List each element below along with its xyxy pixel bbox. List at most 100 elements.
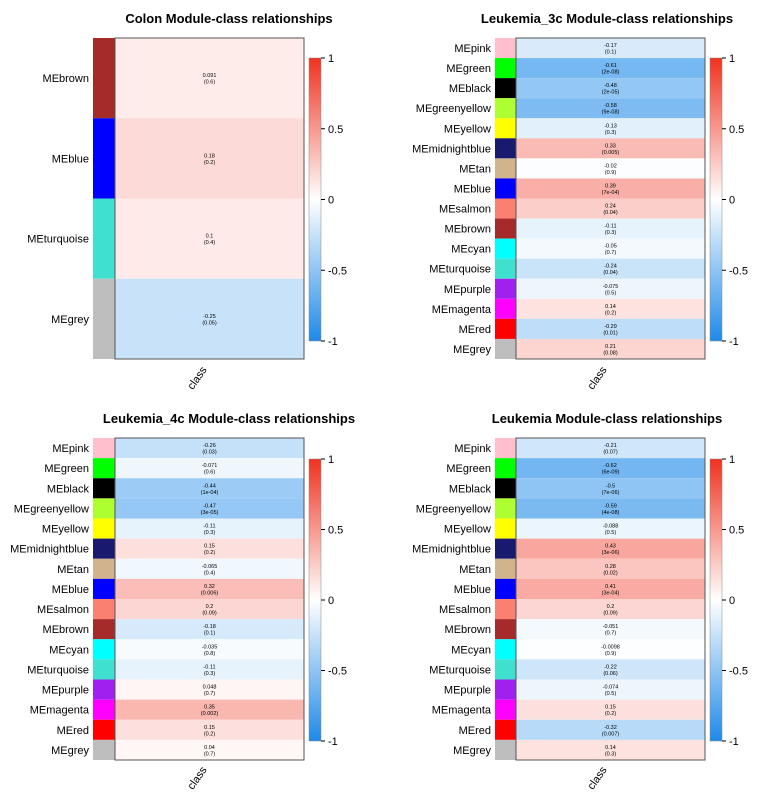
heatmap-cell bbox=[516, 158, 705, 179]
module-swatch bbox=[495, 158, 516, 179]
colorbar-tick-label: -0.5 bbox=[328, 666, 347, 678]
row-label: MEturquoise bbox=[27, 664, 89, 676]
colorbar bbox=[709, 57, 723, 342]
row-label: MEgreen bbox=[446, 63, 491, 75]
cell-pvalue: (0.5) bbox=[605, 290, 616, 296]
colorbar-tick-label: 1 bbox=[328, 53, 334, 65]
cell-pvalue: (0.08) bbox=[603, 350, 618, 356]
heatmap-cell bbox=[516, 578, 705, 599]
module-swatch bbox=[93, 599, 115, 620]
cell-pvalue: (3e-04) bbox=[602, 590, 620, 596]
module-swatch bbox=[495, 659, 516, 680]
x-axis-label: class bbox=[185, 764, 209, 792]
cell-pvalue: (0.2) bbox=[204, 731, 215, 737]
cell-pvalue: (0.8) bbox=[204, 651, 215, 657]
colorbar bbox=[308, 458, 322, 742]
cell-pvalue: (0.1) bbox=[605, 50, 616, 56]
heatmap-cell bbox=[516, 458, 705, 479]
module-swatch bbox=[495, 278, 516, 299]
row-label: MEblue bbox=[52, 153, 89, 165]
cell-pvalue: (0.03) bbox=[202, 450, 217, 456]
module-swatch bbox=[495, 498, 516, 519]
module-swatch bbox=[93, 38, 115, 119]
module-swatch bbox=[495, 78, 516, 99]
row-label: MEcyan bbox=[451, 244, 491, 256]
heatmap-cell bbox=[516, 719, 705, 740]
heatmap-cell bbox=[115, 498, 304, 519]
cell-value: -0.075 bbox=[603, 284, 619, 290]
heatmap-cell bbox=[115, 719, 304, 740]
row-label: MEmagenta bbox=[432, 304, 492, 316]
module-swatch bbox=[93, 118, 115, 199]
heatmap-panel-4: Leukemia Module-class relationships MEpin… bbox=[412, 411, 748, 792]
heatmap-cell bbox=[115, 278, 304, 359]
cell-pvalue: (0.7) bbox=[204, 691, 215, 697]
cell-pvalue: (0.9) bbox=[605, 170, 616, 176]
colorbar-tick-label: 1 bbox=[328, 454, 334, 466]
row-label: MEblack bbox=[47, 483, 90, 495]
heatmap-cell bbox=[516, 138, 705, 159]
heatmap-cell bbox=[516, 78, 705, 99]
cell-value: -0.051 bbox=[603, 624, 619, 630]
heatmap-cell bbox=[516, 498, 705, 519]
cell-value: 0.15 bbox=[204, 725, 215, 731]
module-swatch bbox=[93, 739, 115, 760]
colorbar-tick-label: 0.5 bbox=[729, 124, 744, 136]
module-swatch bbox=[495, 578, 516, 599]
heatmap-cell bbox=[115, 458, 304, 479]
row-label: MEtan bbox=[459, 564, 491, 576]
cell-pvalue: (0.3) bbox=[204, 671, 215, 677]
module-swatch bbox=[495, 218, 516, 239]
cell-value: -0.11 bbox=[203, 524, 215, 530]
cell-value: -0.065 bbox=[202, 564, 218, 570]
cell-value: 0.048 bbox=[203, 685, 217, 691]
heatmap-cell bbox=[516, 619, 705, 640]
row-label: MEsalmon bbox=[439, 604, 491, 616]
heatmap-cell bbox=[115, 699, 304, 720]
cell-value: -0.21 bbox=[604, 443, 617, 449]
cell-pvalue: (0.4) bbox=[204, 240, 215, 246]
module-swatch bbox=[93, 659, 115, 680]
row-label: MEgrey bbox=[453, 745, 491, 757]
cell-pvalue: (0.2) bbox=[605, 310, 616, 316]
colorbar-tick-label: 0 bbox=[328, 595, 334, 607]
cell-value: 0.24 bbox=[605, 204, 616, 210]
cell-pvalue: (0.5) bbox=[605, 530, 616, 536]
heatmap-cell bbox=[115, 578, 304, 599]
row-label: MEmidnightblue bbox=[412, 143, 491, 155]
chart-title: Leukemia_3c Module-class relationships bbox=[481, 11, 733, 26]
row-label: MEpurple bbox=[42, 685, 89, 697]
row-label: MEpink bbox=[52, 443, 89, 455]
heatmap-border bbox=[515, 437, 706, 761]
cell-pvalue: (0.07) bbox=[603, 450, 618, 456]
module-swatch bbox=[93, 478, 115, 499]
row-label: MEgreen bbox=[44, 463, 89, 475]
module-swatch bbox=[93, 458, 115, 479]
colorbar-tick-label: 0.5 bbox=[328, 124, 343, 136]
cell-value: 0.21 bbox=[605, 344, 616, 350]
cell-value: -0.11 bbox=[203, 664, 215, 670]
cell-value: 0.28 bbox=[605, 564, 616, 570]
heatmap-panel-2: Leukemia_3c Module-class relationships ME… bbox=[412, 11, 748, 392]
cell-value: 0.39 bbox=[605, 183, 616, 189]
cell-value: 0.43 bbox=[605, 544, 616, 550]
cell-value: 0.14 bbox=[605, 745, 616, 751]
cell-pvalue: (0.09) bbox=[202, 611, 217, 617]
heatmap-cell bbox=[516, 118, 705, 139]
cell-value: -0.48 bbox=[604, 83, 617, 89]
cell-pvalue: (4e-08) bbox=[602, 510, 620, 516]
row-label: MEbrown bbox=[445, 224, 491, 236]
row-label: MEblack bbox=[449, 483, 492, 495]
heatmap-cell bbox=[115, 198, 304, 279]
cell-value: -0.02 bbox=[604, 163, 617, 169]
heatmap-panel-3: Leukemia_4c Module-class relationships ME… bbox=[10, 411, 355, 792]
cell-pvalue: (0.04) bbox=[603, 270, 618, 276]
heatmap-cell bbox=[516, 558, 705, 579]
module-swatch bbox=[495, 699, 516, 720]
cell-pvalue: (2e-08) bbox=[602, 70, 620, 76]
heatmap-cell bbox=[115, 38, 304, 119]
cell-value: -0.035 bbox=[202, 644, 218, 650]
module-swatch bbox=[495, 258, 516, 279]
row-label: MEblack bbox=[449, 83, 492, 95]
row-label: MEgrey bbox=[453, 344, 491, 356]
